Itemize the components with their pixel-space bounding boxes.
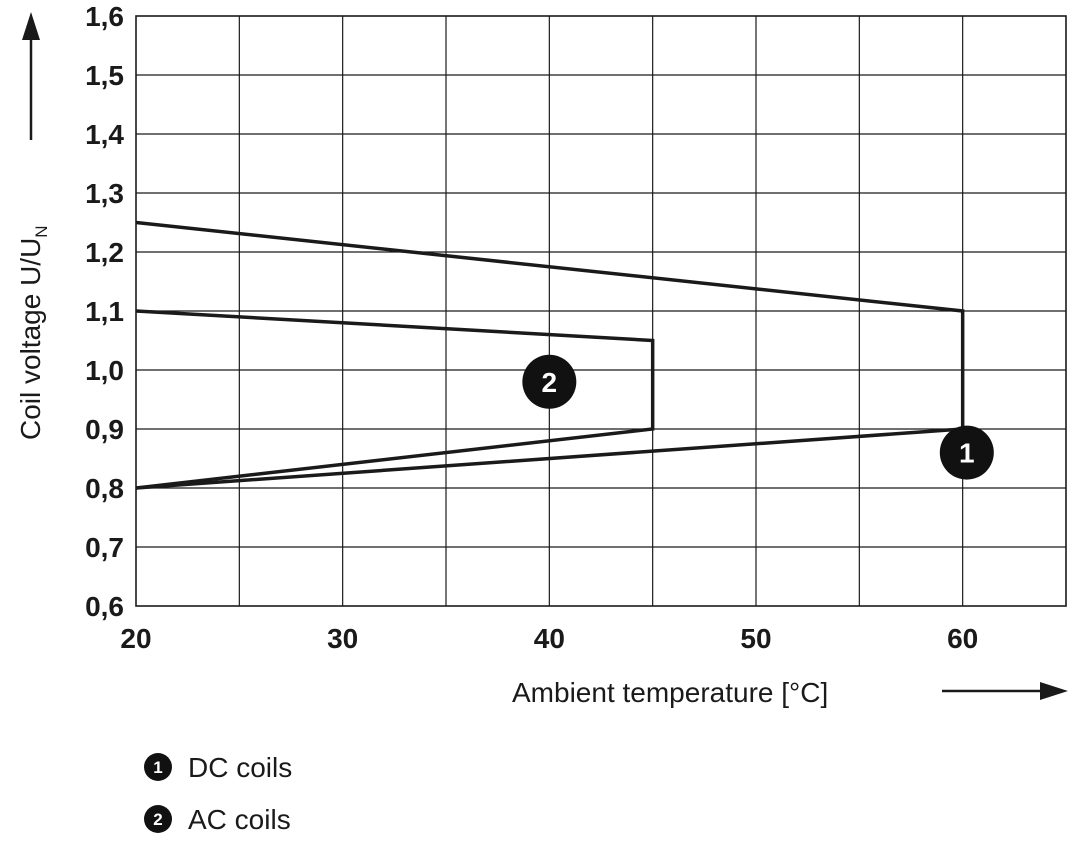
series-line-ac-coils xyxy=(136,309,655,490)
y-tick-label: 1,2 xyxy=(85,237,124,268)
series-marker-label-2: 2 xyxy=(542,367,558,398)
y-axis-title: Coil voltage U/UN xyxy=(15,225,51,440)
y-tick-label: 0,6 xyxy=(85,591,124,622)
x-axis-arrowhead xyxy=(1040,682,1068,700)
y-axis-title-subscript: N xyxy=(32,225,51,237)
legend-marker-1-label: 1 xyxy=(153,758,162,777)
y-tick-labels: 0,6 0,7 0,8 0,9 1,0 1,1 1,2 1,3 1,4 1,5 1,6 xyxy=(85,1,124,622)
legend-label-ac: AC coils xyxy=(188,804,291,835)
plot-border xyxy=(135,15,1067,607)
legend-marker-1 xyxy=(144,753,172,781)
x-tick-label: 50 xyxy=(740,623,771,654)
grid xyxy=(136,16,1066,606)
y-axis-title-group: Coil voltage U/UN xyxy=(15,12,51,440)
x-tick-label: 60 xyxy=(947,623,978,654)
y-tick-label: 0,7 xyxy=(85,532,124,563)
y-tick-label: 0,9 xyxy=(85,414,124,445)
legend-marker-2-label: 2 xyxy=(153,810,162,829)
x-tick-label: 20 xyxy=(120,623,151,654)
plot-frame xyxy=(135,15,1067,607)
legend-item-ac: 2 AC coils xyxy=(144,804,291,835)
legend-marker-2 xyxy=(144,805,172,833)
x-axis-title: Ambient temperature [°C] xyxy=(512,677,828,708)
x-tick-label: 40 xyxy=(534,623,565,654)
y-tick-label: 1,3 xyxy=(85,178,124,209)
y-tick-label: 1,1 xyxy=(85,296,124,327)
series-marker-2 xyxy=(522,354,577,409)
y-tick-label: 1,5 xyxy=(85,60,124,91)
legend-item-dc: 1 DC coils xyxy=(144,752,292,783)
series-marker-label-1: 1 xyxy=(959,438,975,469)
legend-label-dc: DC coils xyxy=(188,752,292,783)
y-tick-label: 1,6 xyxy=(85,1,124,32)
x-tick-label: 30 xyxy=(327,623,358,654)
y-tick-label: 1,4 xyxy=(85,119,124,150)
series-lines xyxy=(136,220,965,490)
legend: 1 DC coils 2 AC coils xyxy=(144,752,292,835)
series-markers: 12 xyxy=(522,354,994,480)
x-tick-labels: 20 30 40 50 60 xyxy=(120,623,978,654)
y-tick-label: 0,8 xyxy=(85,473,124,504)
series-line-dc-coils xyxy=(136,220,965,490)
y-tick-label: 1,0 xyxy=(85,355,124,386)
y-axis-title-main: Coil voltage U/U xyxy=(15,238,46,440)
series-marker-1 xyxy=(939,425,994,480)
x-axis-title-group: Ambient temperature [°C] xyxy=(512,677,1068,708)
y-axis-arrowhead xyxy=(22,12,40,40)
